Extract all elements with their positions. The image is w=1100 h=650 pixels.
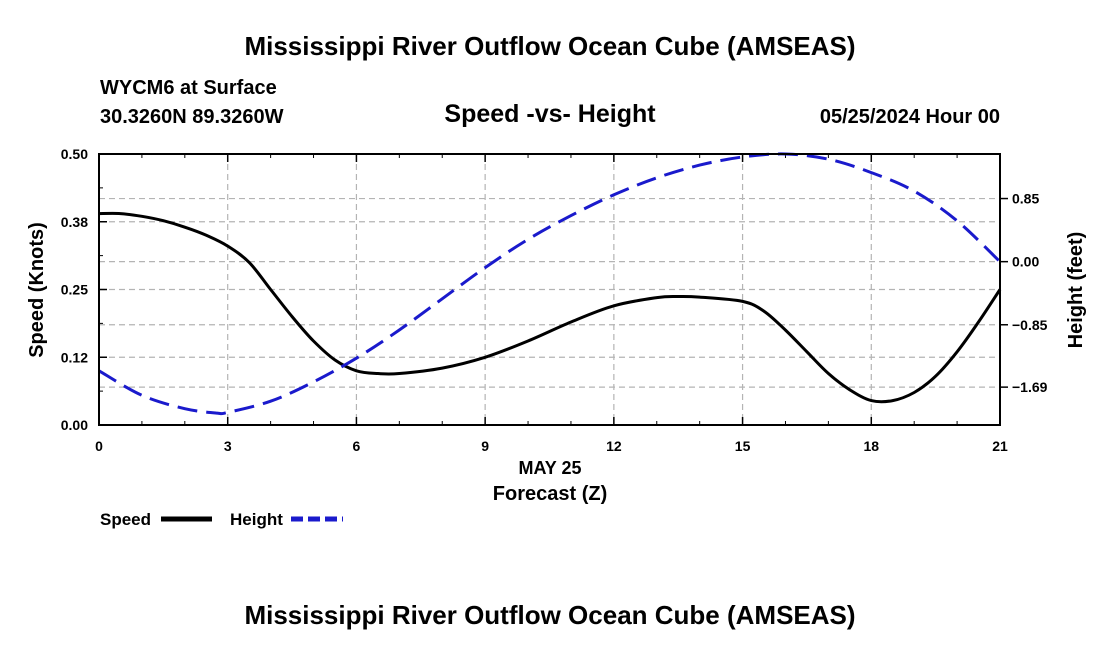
x-tick-label: 0 <box>95 438 103 454</box>
forecast-datetime: 05/25/2024 Hour 00 <box>819 106 1000 128</box>
footer-title: Mississippi River Outflow Ocean Cube (AM… <box>244 600 856 630</box>
speed-height-chart: 0 3 6 9 12 15 18 21 0.00 0.12 0.25 0.38 0.50 −1.69 −0.… <box>26 146 1087 529</box>
chart-title: Mississippi River Outflow Ocean Cube (AM… <box>244 31 856 61</box>
height-line <box>98 152 1002 416</box>
legend-height-label: Height <box>230 510 283 529</box>
y-tick-label: 0.00 <box>61 417 88 433</box>
y2-tick-label: −0.85 <box>1012 317 1048 333</box>
y2-tick-label: 0.00 <box>1012 254 1039 270</box>
plot-frame <box>98 153 1001 426</box>
legend-speed-label: Speed <box>100 510 151 529</box>
y-tick-label: 0.50 <box>61 146 88 162</box>
y2-axis-label: Height (feet) <box>1065 232 1087 349</box>
x-tick-label: 6 <box>353 438 361 454</box>
y-axis-label: Speed (Knots) <box>26 222 48 358</box>
x-tick-label: 18 <box>863 438 879 454</box>
x-tick-label: 9 <box>481 438 489 454</box>
chart-subtitle: Speed -vs- Height <box>444 100 656 128</box>
y-tick-label: 0.25 <box>61 282 88 298</box>
x-axis-label: Forecast (Z) <box>493 483 607 505</box>
x-tick-label: 12 <box>606 438 622 454</box>
y2-tick-label: 0.85 <box>1012 191 1039 207</box>
y-tick-label: 0.12 <box>61 349 88 365</box>
grid <box>98 153 1001 425</box>
y2-tick-label: −1.69 <box>1012 379 1048 395</box>
station-coords: 30.3260N 89.3260W <box>100 106 284 128</box>
x-tick-label: 21 <box>992 438 1008 454</box>
x-tick-label: 3 <box>224 438 232 454</box>
x-axis-date-label: MAY 25 <box>518 458 581 478</box>
speed-line <box>98 211 1002 404</box>
station-label: WYCM6 at Surface <box>100 77 277 99</box>
y-tick-label: 0.38 <box>61 214 88 230</box>
x-tick-label: 15 <box>735 438 751 454</box>
series-lines <box>98 152 1002 416</box>
tick-labels: 0 3 6 9 12 15 18 21 0.00 0.12 0.25 0.38 0.50 −1.69 −0.… <box>61 146 1048 454</box>
